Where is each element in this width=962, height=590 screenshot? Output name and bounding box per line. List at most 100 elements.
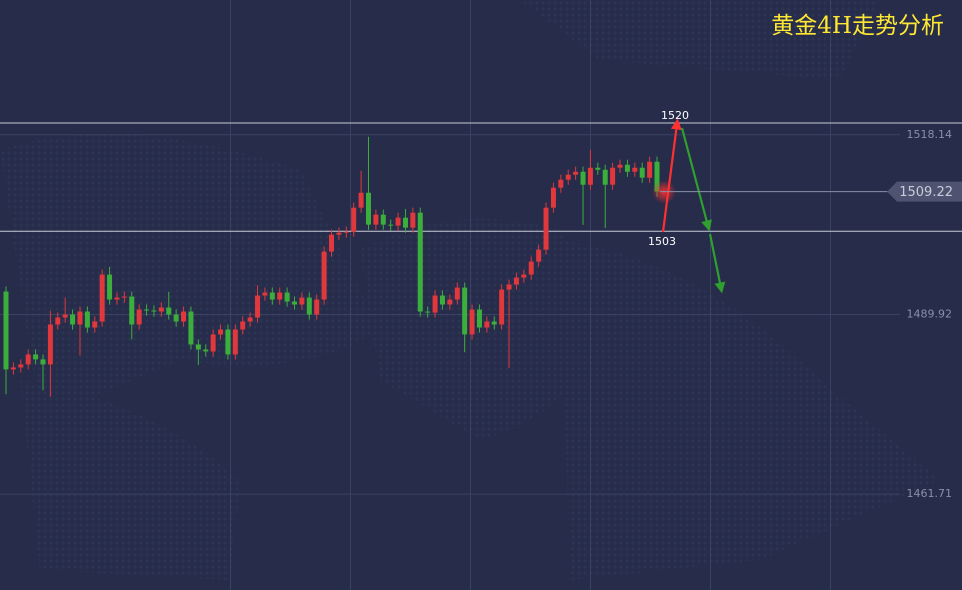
candle-body [99,274,105,322]
candle-body [225,329,231,355]
candle-body [33,354,39,360]
candle-body [425,311,431,313]
candle-body [402,217,408,228]
chart-title: 黄金4H走势分析 [771,13,944,39]
candle-body [151,310,157,312]
candle-body [632,167,638,172]
candle-body [617,164,623,168]
candle-body [218,329,224,335]
level-label: 1520 [661,109,689,122]
candle-body [432,295,438,313]
candle-body [40,359,46,365]
candle-body [476,309,482,328]
candle-body [528,261,534,275]
candle-body [255,295,261,318]
candle-body [47,324,53,365]
candle-body [380,214,386,225]
candle-body [18,364,24,368]
candle-body [513,277,519,285]
candle-body [654,161,660,192]
candle-body [269,292,275,300]
candle-body [84,311,90,328]
levels: 1520 1503 [0,109,962,248]
last-price-box [887,181,962,202]
candle-body [336,232,342,235]
y-tick-label: 1461.71 [907,487,953,500]
candle-body [580,171,586,185]
last-price-tag: 1509.22 [660,181,962,202]
candle-body [121,296,127,298]
candle-body [92,321,98,328]
candle-body [417,212,423,312]
candle-body [439,295,445,305]
candle-body [536,249,542,262]
candle-body [647,161,653,178]
candles [3,136,660,397]
candle-body [365,192,371,225]
candle-body [114,297,120,300]
grid: 1461.71 1489.92 1518.14 [0,128,952,500]
y-tick-label: 1518.14 [907,128,953,141]
candle-body [388,224,394,226]
candle-body [107,274,113,300]
world-map-texture [0,0,940,580]
candle-body [595,167,601,170]
candle-body [292,301,298,305]
candle-body [158,307,164,312]
candle-body [521,274,527,278]
candle-body [321,251,327,300]
candle-body [573,171,579,175]
candle-body [129,296,135,325]
candle-body [136,309,142,325]
candle-body [624,164,630,172]
candle-body [558,179,564,188]
candle-body [351,207,357,232]
candle-body [306,297,312,315]
candle-body [262,292,268,296]
candle-body [144,309,150,311]
candle-body [25,354,31,365]
last-price-label: 1509.22 [899,185,953,200]
candle-body [543,207,549,250]
candle-body [469,309,475,335]
candle-body [410,212,416,228]
candle-body [210,334,216,352]
candle-body [188,311,194,345]
candle-body [395,217,401,226]
candle-body [329,234,334,252]
candle-body [373,214,379,225]
candle-body [506,284,512,290]
candle-body [247,317,253,322]
candle-body [610,167,616,185]
candle-body [77,311,83,325]
candle-body [484,321,490,328]
candle-body [447,299,453,305]
candle-body [203,349,209,352]
candle-body [314,299,320,315]
vertical-grid [230,0,831,590]
candle-body [343,231,349,233]
candle-body [166,307,172,315]
candle-body [3,291,9,370]
candle-body [10,367,16,370]
candle-body [358,192,364,208]
candle-body [195,344,201,350]
candle-body [639,167,645,178]
candle-body [454,287,460,300]
candle-body [602,169,608,185]
candle-body [240,321,246,330]
candle-body [491,321,497,325]
candle-body [284,292,290,302]
candle-body [550,187,556,208]
candle-body [173,314,179,322]
candle-body [299,297,305,305]
level-label: 1503 [648,235,676,248]
candle-body [181,311,187,322]
candle-body [499,289,505,325]
candle-body [587,167,593,185]
candle-body [70,314,76,325]
candle-body [62,314,68,318]
candle-body [565,174,571,180]
